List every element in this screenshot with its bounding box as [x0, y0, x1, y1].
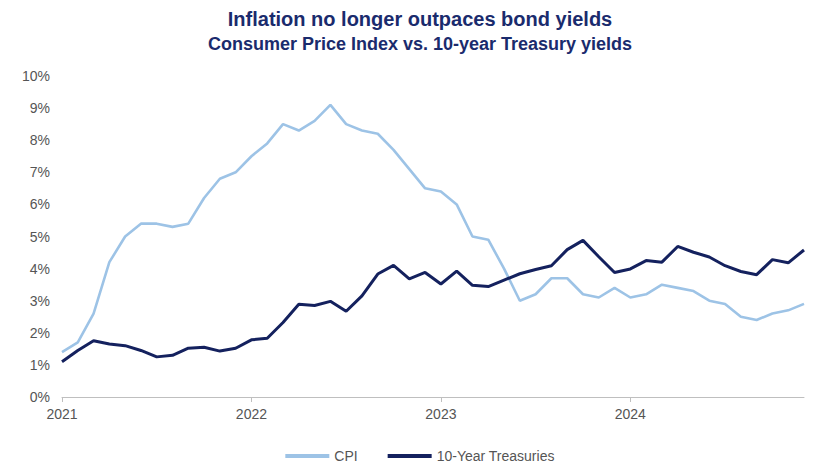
svg-text:3%: 3%: [30, 293, 50, 309]
svg-text:1%: 1%: [30, 357, 50, 373]
svg-text:0%: 0%: [30, 389, 50, 405]
svg-text:8%: 8%: [30, 132, 50, 148]
svg-text:2022: 2022: [236, 406, 267, 422]
svg-text:9%: 9%: [30, 100, 50, 116]
svg-text:2024: 2024: [615, 406, 646, 422]
svg-text:Inflation no longer outpaces b: Inflation no longer outpaces bond yields: [228, 8, 612, 30]
svg-text:6%: 6%: [30, 196, 50, 212]
svg-text:2021: 2021: [46, 406, 77, 422]
svg-text:2%: 2%: [30, 325, 50, 341]
svg-text:7%: 7%: [30, 164, 50, 180]
svg-text:2023: 2023: [425, 406, 456, 422]
svg-text:4%: 4%: [30, 261, 50, 277]
svg-text:CPI: CPI: [334, 448, 357, 464]
svg-text:10-Year Treasuries: 10-Year Treasuries: [437, 448, 555, 464]
svg-text:5%: 5%: [30, 229, 50, 245]
svg-text:10%: 10%: [22, 68, 50, 84]
svg-text:Consumer Price Index vs. 10-ye: Consumer Price Index vs. 10-year Treasur…: [208, 34, 632, 54]
